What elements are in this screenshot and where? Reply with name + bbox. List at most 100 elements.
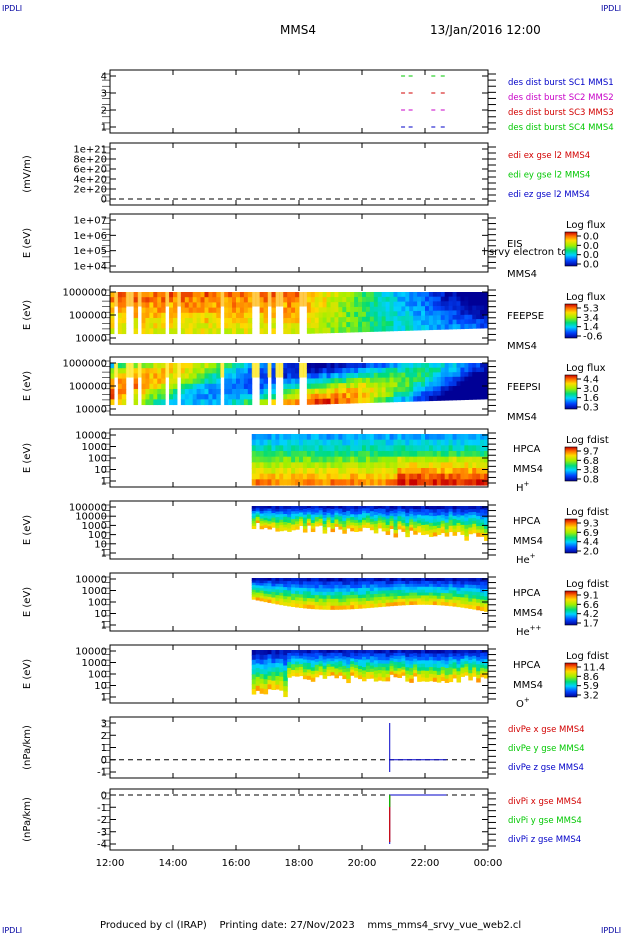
- heatmap-cell: [267, 479, 273, 486]
- heatmap-cell: [283, 590, 288, 594]
- heatmap-cell: [354, 296, 359, 303]
- heatmap-cell: [484, 479, 489, 486]
- heatmap-cell: [318, 506, 324, 509]
- heatmap-cell: [145, 394, 150, 400]
- heatmap-cell: [314, 327, 320, 334]
- heatmap-cell: [405, 583, 410, 588]
- heatmap-cell: [421, 521, 426, 526]
- heatmap-cell: [283, 686, 288, 692]
- heatmap-cell: [436, 518, 442, 523]
- heatmap-cell: [385, 296, 391, 303]
- heatmap-cell: [204, 323, 209, 329]
- heatmap-cell: [369, 311, 375, 318]
- heatmap-cell: [208, 312, 213, 319]
- heatmap-cell: [476, 363, 481, 369]
- heatmap-cell: [405, 589, 410, 594]
- heatmap-cell: [354, 653, 359, 657]
- heatmap-cell: [173, 307, 178, 314]
- heatmap-cell: [192, 302, 198, 309]
- heatmap-cell: [295, 516, 300, 520]
- heatmap-cell: [421, 301, 426, 307]
- heatmap-cell: [452, 512, 458, 517]
- heatmap-cell: [232, 307, 237, 314]
- heatmap-cell: [484, 653, 489, 657]
- y-tick-label: 0: [101, 755, 107, 766]
- heatmap-cell: [393, 479, 399, 486]
- heatmap-cell: [259, 462, 265, 469]
- heatmap-cell: [259, 659, 265, 665]
- heatmap-cell: [401, 445, 406, 452]
- heatmap-cell: [377, 518, 383, 522]
- heatmap-cell: [169, 373, 174, 380]
- heatmap-cell: [472, 445, 477, 452]
- heatmap-cell: [436, 667, 442, 672]
- heatmap-cell: [401, 661, 406, 665]
- heatmap-cell: [334, 584, 339, 589]
- heatmap-cell: [484, 528, 489, 534]
- heatmap-cell: [436, 678, 442, 683]
- heatmap-cell: [428, 663, 434, 668]
- heatmap-cell: [326, 327, 331, 334]
- heatmap-cell: [342, 434, 347, 441]
- heatmap-cell: [259, 312, 265, 319]
- heatmap-cell: [149, 292, 154, 298]
- y-tick-label: 100: [88, 598, 107, 609]
- heatmap-cell: [310, 674, 316, 679]
- heatmap-cell: [125, 363, 131, 378]
- heatmap-cell: [452, 674, 458, 679]
- heatmap-cell: [165, 363, 170, 378]
- heatmap-cell: [393, 451, 399, 458]
- heatmap-cell: [275, 598, 280, 602]
- heatmap-cell: [306, 666, 312, 671]
- heatmap-cell: [342, 388, 347, 394]
- heatmap-cell: [295, 373, 300, 380]
- heatmap-cell: [350, 296, 355, 303]
- heatmap-cell: [456, 479, 462, 486]
- heatmap-cell: [409, 653, 414, 658]
- heatmap-cell: [444, 512, 450, 517]
- heatmap-cell: [334, 653, 339, 657]
- heatmap-cell: [314, 445, 320, 452]
- heatmap-cell: [314, 363, 320, 369]
- heatmap-cell: [436, 473, 442, 480]
- heatmap-cell: [484, 468, 489, 475]
- heatmap-cell: [318, 302, 324, 308]
- heatmap-cell: [228, 378, 233, 385]
- heatmap-cell: [141, 312, 146, 319]
- heatmap-cell: [314, 584, 320, 589]
- heatmap-cell: [456, 667, 462, 672]
- heatmap-cell: [476, 445, 481, 452]
- heatmap-cell: [377, 520, 383, 524]
- heatmap-cell: [228, 292, 233, 298]
- heatmap-cell: [283, 363, 288, 369]
- heatmap-cell: [299, 468, 304, 475]
- heatmap-cell: [338, 307, 343, 313]
- x-tick-label: 14:00: [159, 858, 188, 869]
- heatmap-cell: [287, 590, 292, 595]
- legend-entry: des dist burst SC3 MMS3: [508, 108, 614, 118]
- panel-frame: [109, 213, 489, 273]
- heatmap-cell: [334, 473, 339, 480]
- heatmap-cell: [421, 670, 426, 675]
- heatmap-cell: [362, 663, 367, 668]
- heatmap-cell: [354, 372, 359, 379]
- heatmap-cell: [393, 325, 398, 332]
- heatmap-cell: [389, 590, 395, 594]
- heatmap-cell: [180, 302, 186, 309]
- heatmap-cell: [133, 328, 139, 335]
- heatmap-cell: [397, 325, 402, 332]
- heatmap-cell: [346, 479, 351, 486]
- heatmap-cell: [417, 377, 422, 383]
- heatmap-cell: [275, 511, 280, 515]
- heatmap-cell: [121, 388, 127, 395]
- heatmap-cell: [279, 598, 284, 603]
- heatmap-cell: [362, 513, 367, 517]
- heatmap-cell: [299, 456, 304, 463]
- heatmap-cell: [389, 451, 395, 458]
- heatmap-cell: [417, 667, 422, 672]
- heatmap-cell: [291, 297, 296, 303]
- heatmap-cell: [279, 516, 284, 521]
- heatmap-cell: [228, 368, 233, 374]
- heatmap-cell: [133, 378, 139, 385]
- heatmap-cell: [263, 468, 269, 475]
